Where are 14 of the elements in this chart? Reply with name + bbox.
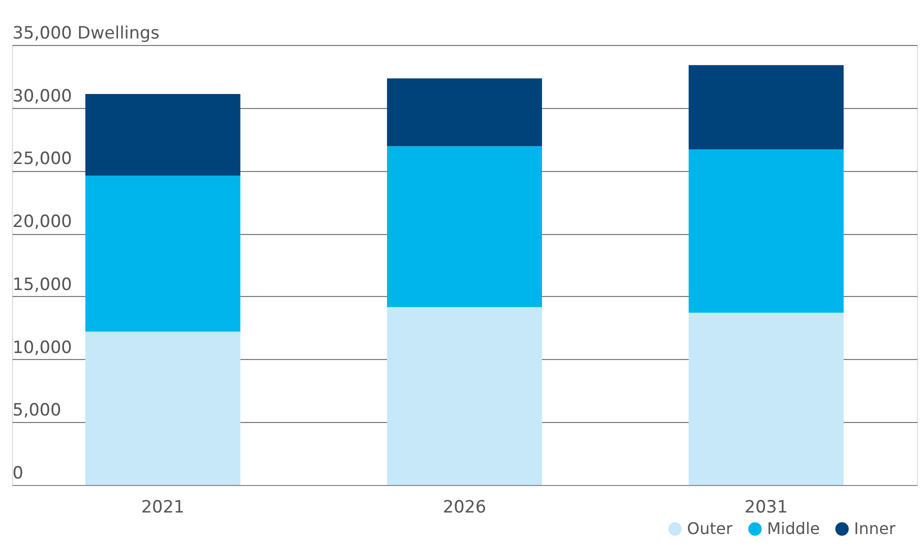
y-tick-label: 15,000 [12,274,72,295]
x-tick-label: 2026 [442,498,486,518]
legend-label: Middle [767,519,820,538]
x-tick-label: 2021 [141,498,184,518]
legend-label: Inner [854,519,896,538]
x-tick-label: 2031 [744,498,788,518]
y-tick-label: 30,000 [12,86,72,106]
y-tick-label: 10,000 [12,338,72,358]
legend-label: Outer [687,519,733,538]
y-tick-label: 25,000 [12,149,72,170]
y-tick-label: 20,000 [12,212,72,232]
y-tick-label: 5,000 [12,400,62,421]
y-tick-label: 35,000 Dwellings [12,24,160,44]
y-tick-label: 0 [12,464,24,484]
